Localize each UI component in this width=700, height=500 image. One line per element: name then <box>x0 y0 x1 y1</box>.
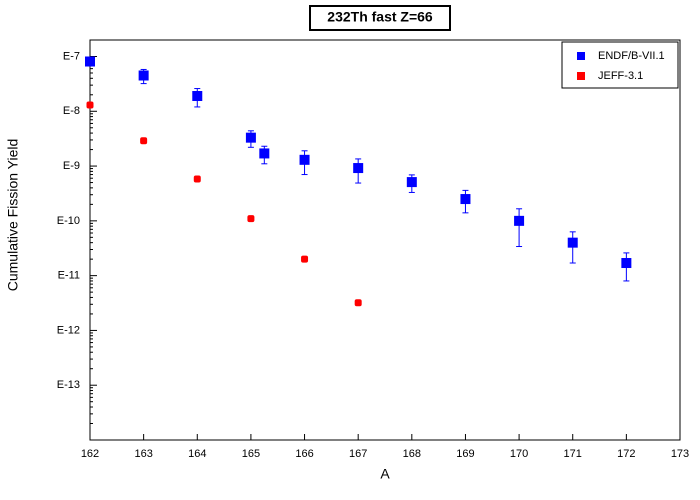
x-tick-label: 171 <box>564 448 582 460</box>
point <box>85 56 95 67</box>
y-axis-label: Cumulative Fission Yield <box>5 139 21 292</box>
x-tick-label: 168 <box>403 448 421 460</box>
title-box <box>309 5 451 31</box>
legend-box <box>561 41 679 89</box>
y-tick-label: E-8 <box>63 105 80 117</box>
x-tick-label: 170 <box>510 448 528 460</box>
y-tick-label: E-9 <box>63 160 80 172</box>
point <box>192 91 203 102</box>
point <box>406 177 417 188</box>
point <box>621 258 632 269</box>
point <box>353 163 364 174</box>
legend-swatch <box>577 72 585 80</box>
point <box>354 299 362 307</box>
x-tick-label: 173 <box>671 448 689 460</box>
y-tick-label: E-12 <box>57 324 80 336</box>
chart-title: 232Th fast Z=66 <box>327 9 433 25</box>
y-tick-label: E-7 <box>63 50 80 62</box>
y-tick-label: E-13 <box>57 379 80 391</box>
x-axis-label: A <box>380 466 390 482</box>
y-tick-label: E-10 <box>57 215 80 227</box>
x-tick-label: 163 <box>134 448 152 460</box>
y-tick-label: E-11 <box>58 270 80 282</box>
x-tick-label: 169 <box>456 448 474 460</box>
x-tick-label: 167 <box>349 448 367 460</box>
x-tick-label: 172 <box>617 448 635 460</box>
point <box>567 237 578 248</box>
x-tick-label: 165 <box>242 448 260 460</box>
x-tick-label: 164 <box>188 448 206 460</box>
point <box>301 255 309 263</box>
point <box>460 194 471 205</box>
point <box>247 215 255 223</box>
point <box>138 70 149 81</box>
legend-label: JEFF-3.1 <box>598 70 643 82</box>
point <box>259 148 270 159</box>
x-tick-label: 166 <box>295 448 313 460</box>
point <box>514 215 525 226</box>
point <box>140 137 148 145</box>
point <box>245 132 256 143</box>
legend-label: ENDF/B-VII.1 <box>598 50 665 62</box>
point <box>193 175 201 183</box>
legend-swatch <box>577 52 585 60</box>
point <box>86 101 94 109</box>
point <box>299 154 310 165</box>
plot-frame <box>89 39 681 441</box>
x-tick-label: 162 <box>81 448 99 460</box>
